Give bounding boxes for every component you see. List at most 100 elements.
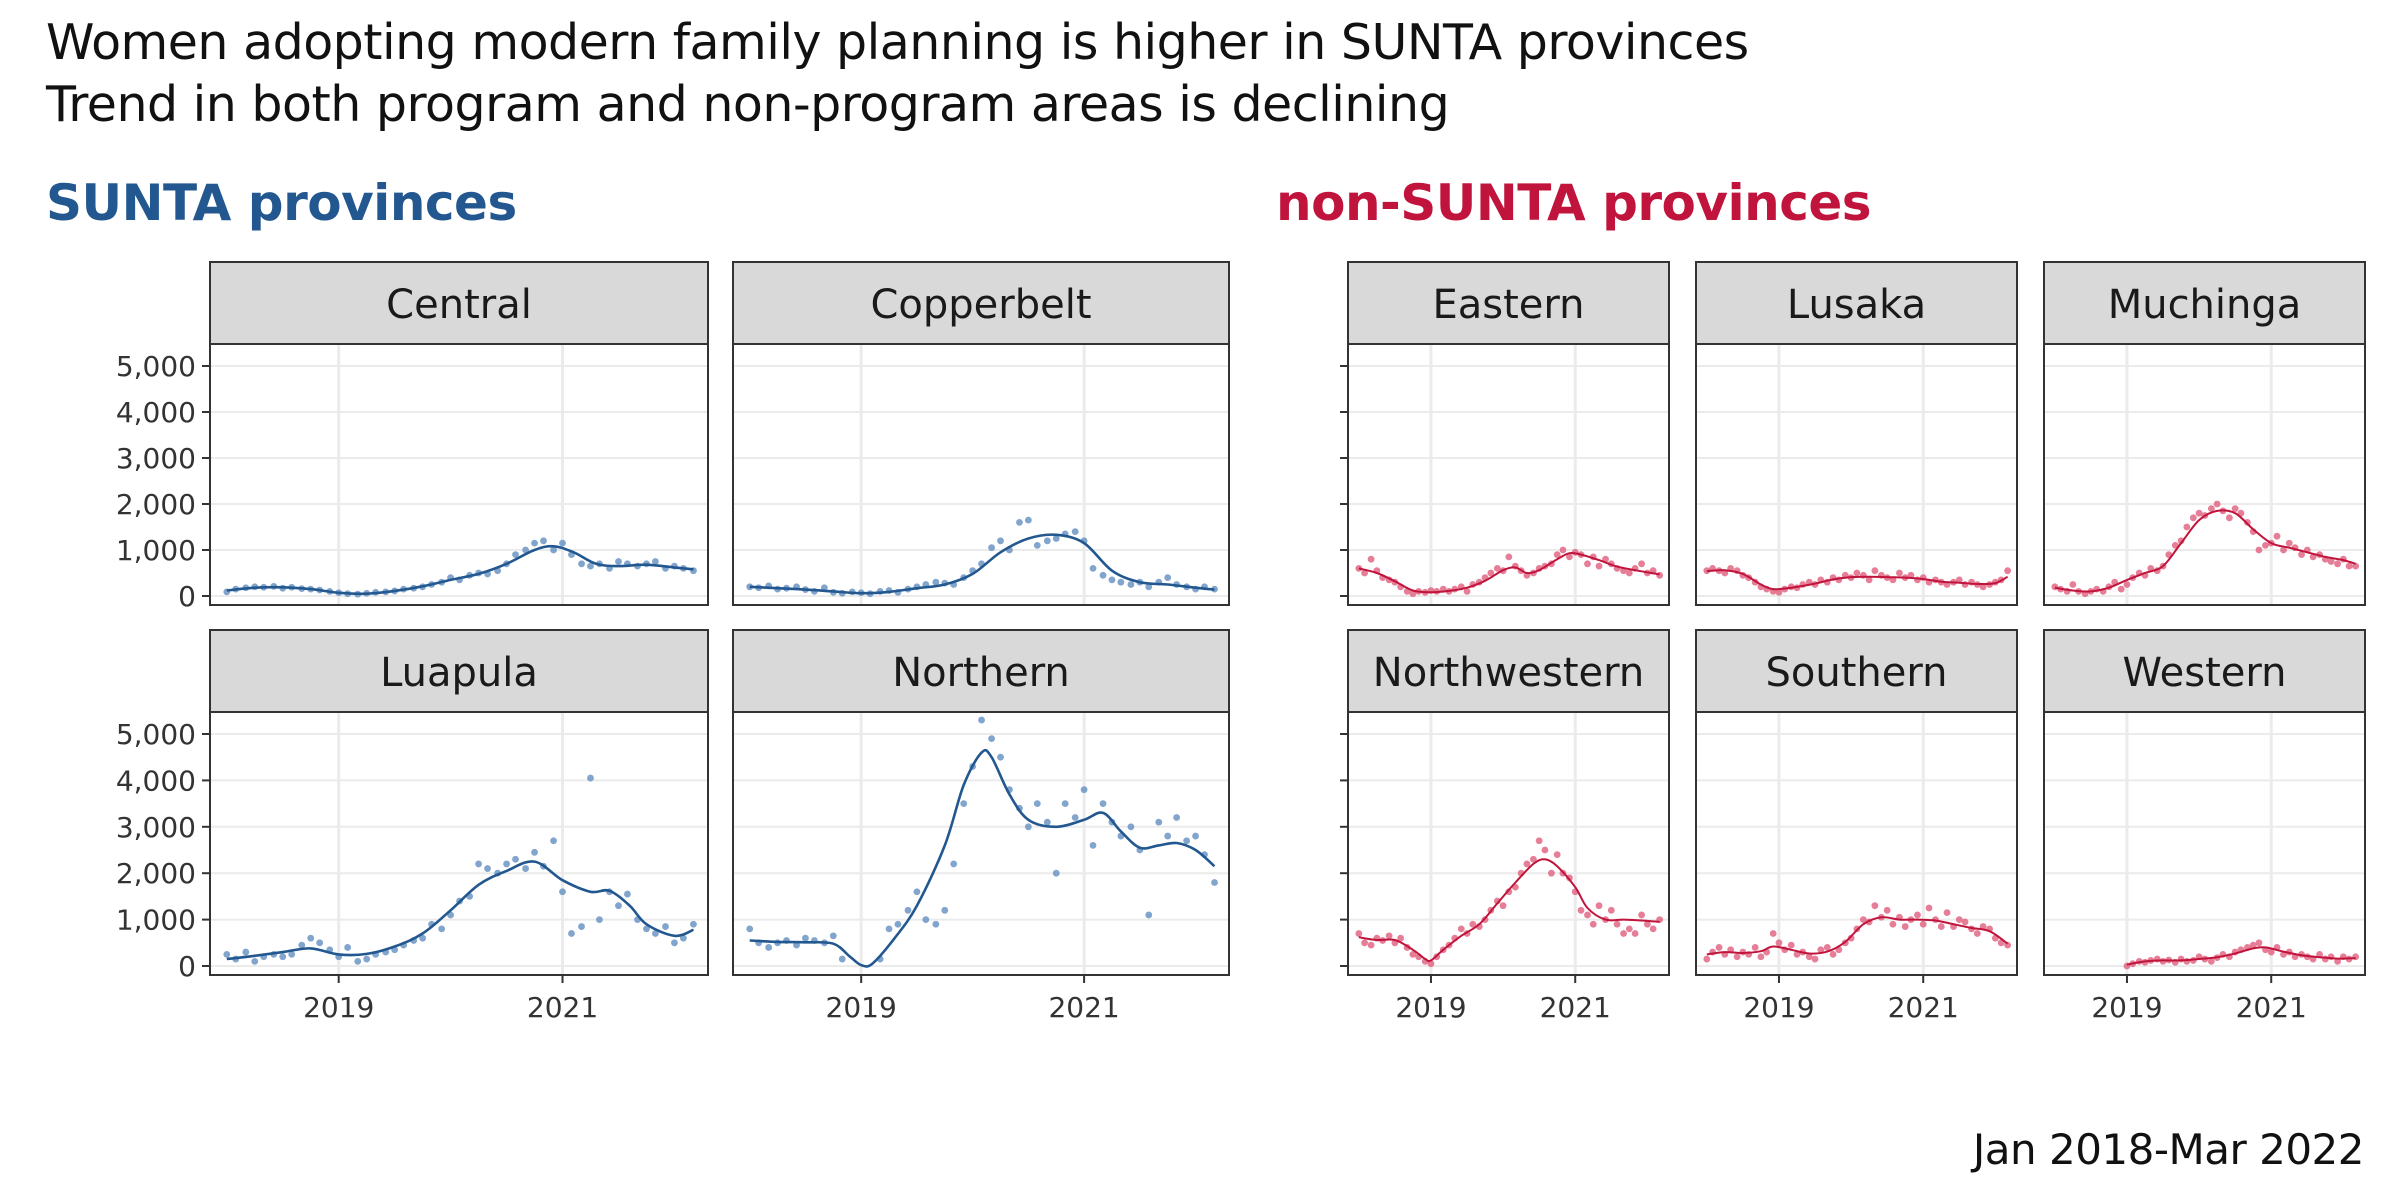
data-point [913, 888, 921, 896]
data-point [1409, 951, 1417, 958]
non-sunta-group-heading: non-SUNTA provinces [1276, 174, 1872, 232]
data-point [1541, 846, 1549, 854]
data-point [288, 951, 296, 958]
data-point [1625, 925, 1633, 933]
data-point [550, 837, 557, 845]
facet-label-central: Central [386, 282, 532, 328]
facet-label-luapula: Luapula [380, 650, 538, 696]
data-point [838, 955, 846, 963]
data-point [1896, 569, 1903, 577]
data-point [1973, 930, 1981, 937]
data-point [223, 951, 231, 958]
data-point [1715, 944, 1723, 951]
data-point [1805, 953, 1813, 961]
data-point [1937, 923, 1945, 930]
data-point [596, 916, 603, 923]
data-point [1024, 516, 1032, 524]
data-point [1080, 786, 1088, 794]
data-point [2255, 939, 2263, 947]
data-point [1961, 918, 1969, 926]
data-point [540, 537, 547, 545]
data-point [1367, 555, 1375, 563]
data-point [2207, 957, 2215, 965]
data-point [615, 558, 622, 565]
data-point [1469, 920, 1477, 928]
data-point [1052, 535, 1060, 542]
data-point [922, 916, 930, 923]
x-tick-label: 2021 [1048, 991, 1119, 1024]
data-point [2183, 523, 2191, 531]
trend-line-copperbelt [749, 533, 1215, 595]
data-point [1817, 946, 1825, 954]
data-point [932, 578, 940, 586]
data-point [1427, 960, 1435, 968]
data-point [568, 930, 575, 937]
data-point [587, 774, 594, 782]
data-point [1211, 879, 1218, 886]
data-point [1127, 823, 1135, 831]
data-point [1919, 920, 1927, 928]
data-point [587, 562, 594, 570]
facet-strip-lusaka [1695, 261, 2018, 345]
y-tick-label: 4,000 [116, 764, 196, 797]
data-point [1397, 934, 1405, 942]
facet-label-northwestern: Northwestern [1373, 650, 1644, 696]
x-tick-label: 2019 [2091, 991, 2162, 1024]
data-point [419, 934, 427, 942]
data-point [1099, 571, 1107, 579]
data-point [904, 906, 912, 914]
data-point [2285, 539, 2293, 547]
data-point [690, 920, 697, 928]
data-point [1535, 837, 1543, 845]
panel-border-northwestern [1347, 711, 1670, 976]
data-point [1595, 562, 1603, 570]
data-point [1829, 951, 1837, 958]
data-point [344, 944, 352, 951]
data-point [316, 939, 324, 947]
data-point [1566, 553, 1573, 561]
data-point [1643, 920, 1651, 928]
data-point [1367, 941, 1375, 949]
trend-line-eastern [1358, 551, 1660, 594]
data-point [1823, 944, 1831, 951]
data-point [1493, 565, 1501, 572]
data-point [1914, 911, 1921, 919]
data-point [1613, 920, 1621, 928]
data-point [2334, 957, 2341, 965]
data-point [559, 539, 566, 547]
data-point [578, 923, 585, 930]
facet-strip-central [209, 261, 709, 345]
data-point [1595, 902, 1603, 910]
data-point [1584, 560, 1591, 568]
data-point [512, 551, 519, 558]
x-tick-label: 2019 [1395, 991, 1466, 1024]
panel-border-southern [1695, 711, 2018, 976]
panel-luapula [210, 712, 708, 975]
y-tick-label: 1,000 [116, 904, 196, 937]
facet-strip-northern [732, 629, 1230, 713]
data-point [1649, 925, 1657, 933]
data-point [1024, 823, 1032, 831]
data-point [950, 860, 958, 868]
trend-line-central [226, 544, 694, 596]
data-point [512, 855, 519, 863]
trend-line-northern [749, 748, 1216, 968]
data-point [279, 953, 287, 961]
data-point [1033, 800, 1041, 807]
panel-border-eastern [1347, 343, 1670, 606]
data-point [1108, 576, 1116, 584]
facet-strip-southern [1695, 629, 2018, 713]
data-point [1859, 916, 1867, 923]
x-tick-label: 2021 [2236, 991, 2307, 1024]
data-point [1164, 832, 1172, 840]
data-point [1865, 576, 1873, 584]
panel-western [2044, 712, 2365, 975]
data-point [2004, 567, 2012, 575]
data-point [1089, 841, 1097, 849]
facet-label-northern: Northern [892, 650, 1070, 696]
data-point [1145, 911, 1153, 919]
data-point [1607, 906, 1615, 914]
data-point [2262, 542, 2269, 549]
data-point [242, 948, 250, 956]
data-point [2213, 500, 2221, 508]
